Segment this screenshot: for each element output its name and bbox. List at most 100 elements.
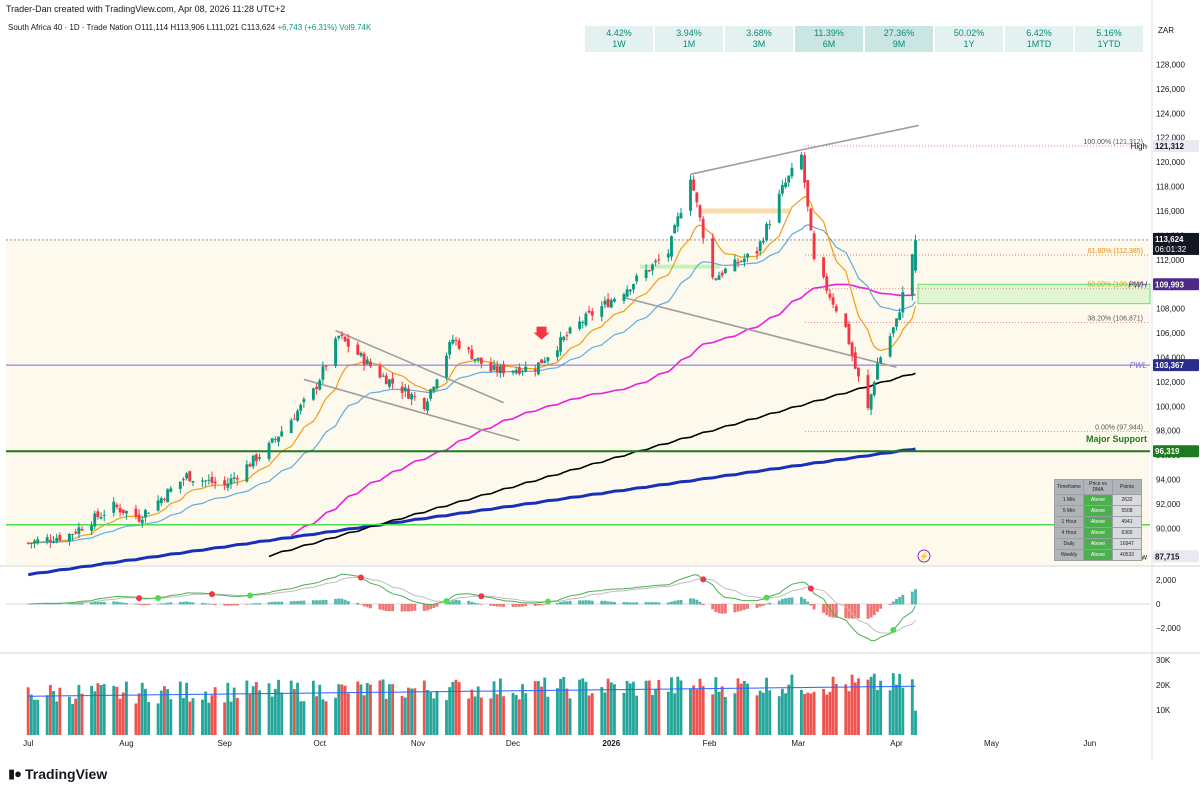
macd-histogram-bar: [245, 604, 249, 605]
volume-bar: [692, 685, 696, 735]
macd-histogram-bar: [590, 600, 594, 605]
macd-histogram-bar: [201, 602, 204, 605]
macd-histogram-bar: [651, 602, 654, 605]
candle-body: [324, 365, 328, 367]
volume-bar: [270, 696, 274, 735]
macd-histogram-bar: [872, 604, 876, 616]
time-tick-label: Sep: [218, 739, 233, 748]
volume-bar: [647, 680, 651, 735]
macd-histogram-bar: [178, 601, 182, 605]
volume-bar: [581, 678, 585, 735]
volume-bar: [251, 686, 255, 735]
volume-bar: [891, 673, 895, 735]
macd-histogram-bar: [144, 604, 147, 606]
macd-histogram-bar: [340, 598, 344, 605]
candle-body: [359, 352, 363, 356]
price-tick-label: 118,000: [1156, 183, 1185, 192]
macd-histogram-bar: [251, 603, 255, 605]
volume-bar: [578, 679, 582, 735]
macd-histogram-bar: [115, 601, 119, 605]
candle-body: [289, 420, 293, 434]
candle-body: [445, 355, 448, 378]
volume-bar: [666, 691, 670, 735]
candle-body: [613, 298, 616, 302]
candle-body: [476, 357, 480, 360]
macd-histogram-bar: [895, 598, 898, 605]
volume-bar: [201, 699, 204, 735]
candle-body: [717, 275, 721, 280]
candle-body: [337, 336, 341, 339]
dma-row: 1 Hour Above 4941: [1054, 516, 1142, 528]
macd-histogram-bar: [296, 600, 299, 605]
volume-bar: [742, 681, 746, 735]
macd-histogram-bar: [277, 601, 280, 605]
volume-bar: [340, 684, 344, 735]
axis-price-tag-bg: [1153, 550, 1199, 563]
volume-bar: [213, 687, 217, 735]
symbol-legend[interactable]: South Africa 40 · 1D · Trade Nation O111…: [8, 23, 371, 32]
macd-histogram-bar: [166, 602, 170, 605]
macd-histogram-bar: [679, 599, 683, 605]
macd-histogram-bar: [910, 591, 914, 605]
volume-bar: [901, 687, 905, 735]
symbol-name[interactable]: South Africa 40 · 1D · Trade Nation: [8, 23, 133, 32]
volume-bar: [296, 682, 299, 735]
candle-body: [679, 212, 683, 219]
macd-histogram-bar: [803, 598, 807, 605]
candle-body: [163, 498, 166, 501]
macd-histogram-bar: [435, 604, 439, 607]
volume-bar: [562, 676, 566, 735]
candle-body: [761, 240, 765, 243]
dma-timeframe: Daily: [1054, 538, 1084, 550]
candle-body: [562, 336, 566, 341]
level-name-label: High: [1131, 142, 1147, 151]
candle-body: [755, 251, 759, 254]
candle-body: [71, 534, 74, 536]
volume-bar: [514, 694, 518, 735]
tradingview-logo[interactable]: ▮● TradingView: [8, 766, 107, 782]
candle-body: [245, 464, 249, 482]
macd-cross-dot: [544, 598, 551, 605]
candle-body: [536, 362, 540, 375]
time-tick-label: Oct: [314, 739, 327, 748]
candle-body: [799, 154, 803, 170]
time-tick-label: Nov: [411, 739, 425, 748]
candle-body: [451, 339, 455, 344]
candle-body: [876, 363, 879, 380]
volume-bar: [166, 689, 170, 735]
dma-points: 16947: [1112, 538, 1142, 550]
candle-body: [213, 481, 217, 484]
volume-bar: [267, 683, 271, 735]
candle-body: [559, 337, 562, 352]
candle-body: [381, 375, 385, 377]
macd-histogram-bar: [267, 602, 271, 605]
candle-body: [426, 401, 429, 411]
price-tick-label: 122,000: [1156, 134, 1185, 143]
candle-body: [720, 272, 724, 276]
price-tick-label: 92,000: [1156, 500, 1181, 509]
perf-cell-1w: 4.42% 1W: [585, 26, 653, 52]
volume-bar: [853, 682, 857, 735]
candle-body: [790, 167, 794, 177]
macd-cross-dot: [478, 593, 485, 600]
volume-bar: [495, 694, 499, 735]
volume-bar: [540, 686, 543, 735]
macd-histogram-bar: [410, 604, 414, 612]
fib-level-label: 100.00% (121,312): [1083, 139, 1143, 146]
perf-cell-1mtd: 6.42% 1MTD: [1005, 26, 1073, 52]
volume-bar: [651, 694, 654, 735]
volume-bar: [565, 688, 569, 735]
macd-histogram-bar: [514, 604, 518, 607]
volume-bar: [273, 688, 277, 735]
volume-bar: [489, 698, 493, 735]
volume-bar: [378, 680, 382, 735]
candle-body: [343, 336, 347, 342]
dma-header: Points: [1112, 479, 1142, 495]
macd-histogram-bar: [844, 604, 848, 619]
macd-histogram-bar: [761, 604, 765, 606]
macd-histogram-bar: [280, 601, 284, 605]
candle-body: [204, 480, 208, 482]
macd-histogram-bar: [666, 602, 670, 605]
candle-body: [435, 379, 439, 388]
